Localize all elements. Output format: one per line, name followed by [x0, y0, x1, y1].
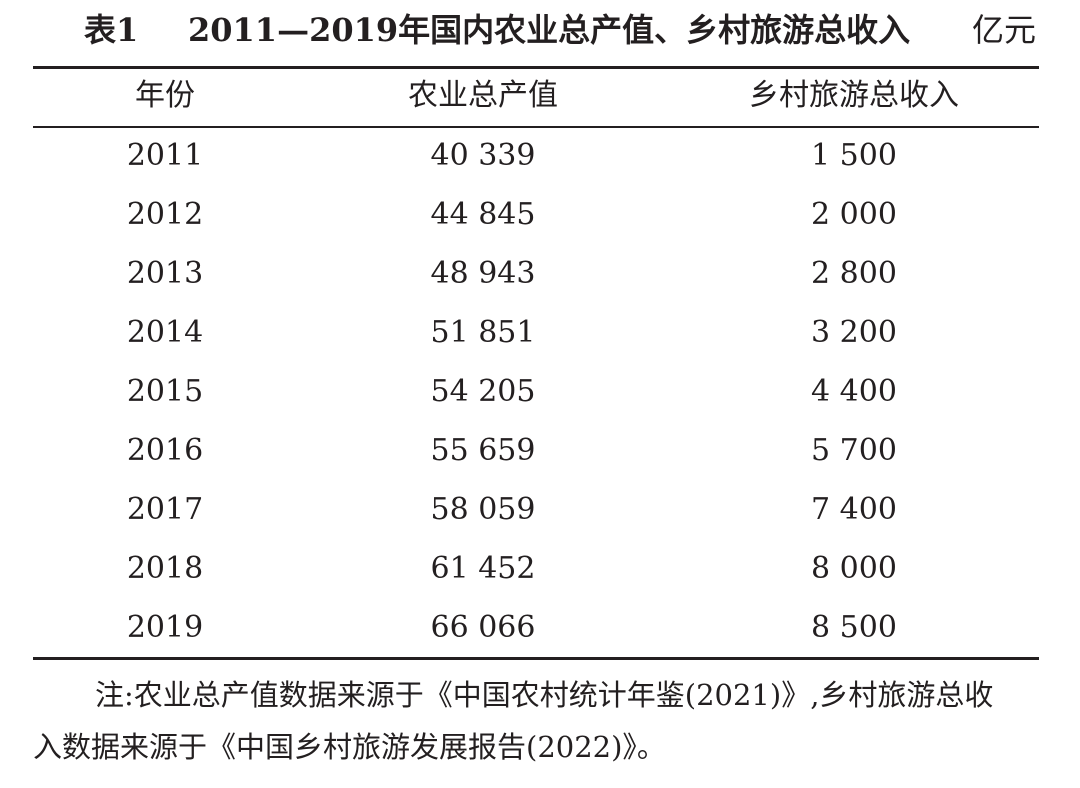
cell-tourism-income: 1 500	[811, 138, 897, 173]
cell-tourism-income: 2 000	[811, 197, 897, 232]
cell-year: 2019	[126, 610, 204, 645]
cell-agri-output: 51 851	[430, 315, 536, 350]
cell-year: 2013	[126, 256, 204, 291]
table-row: 2018 61 452 8 000	[33, 544, 1039, 594]
cell-year: 2012	[126, 197, 204, 232]
cell-year: 2017	[126, 492, 204, 527]
table-unit: 亿元	[971, 11, 1036, 49]
table-row: 2015 54 205 4 400	[33, 367, 1039, 417]
cell-year: 2018	[126, 551, 204, 586]
header-rule	[33, 126, 1039, 128]
table-row: 2012 44 845 2 000	[33, 190, 1039, 240]
table-row: 2013 48 943 2 800	[33, 249, 1039, 299]
table-row: 2011 40 339 1 500	[33, 131, 1039, 181]
cell-tourism-income: 3 200	[811, 315, 897, 350]
header-tourism-income: 乡村旅游总收入	[749, 78, 959, 113]
table-note-line-2: 入数据来源于《中国乡村旅游发展报告(2022)》。	[33, 730, 666, 764]
cell-tourism-income: 2 800	[811, 256, 897, 291]
cell-tourism-income: 4 400	[811, 374, 897, 409]
cell-tourism-income: 8 000	[811, 551, 897, 586]
table-header-row: 年份 农业总产值 乡村旅游总收入	[33, 71, 1039, 121]
cell-tourism-income: 8 500	[811, 610, 897, 645]
cell-agri-output: 58 059	[430, 492, 536, 527]
cell-agri-output: 61 452	[430, 551, 536, 586]
cell-year: 2014	[126, 315, 204, 350]
cell-agri-output: 44 845	[430, 197, 536, 232]
cell-tourism-income: 5 700	[811, 433, 897, 468]
table-note-line-1: 注:农业总产值数据来源于《中国农村统计年鉴(2021)》,乡村旅游总收	[95, 678, 994, 712]
cell-year: 2016	[126, 433, 204, 468]
cell-agri-output: 48 943	[430, 256, 536, 291]
table-number: 表1	[84, 11, 139, 49]
bottom-rule	[33, 657, 1039, 660]
table-row: 2017 58 059 7 400	[33, 485, 1039, 535]
cell-year: 2015	[126, 374, 204, 409]
cell-tourism-income: 7 400	[811, 492, 897, 527]
table-title-text: 2011—2019年国内农业总产值、乡村旅游总收入	[188, 11, 911, 49]
cell-year: 2011	[126, 138, 204, 173]
header-year: 年份	[135, 78, 195, 113]
table-row: 2016 55 659 5 700	[33, 426, 1039, 476]
table-row: 2014 51 851 3 200	[33, 308, 1039, 358]
cell-agri-output: 40 339	[430, 138, 536, 173]
top-rule	[33, 66, 1039, 69]
cell-agri-output: 54 205	[430, 374, 536, 409]
table-title: 表1 2011—2019年国内农业总产值、乡村旅游总收入 亿元	[0, 8, 1080, 52]
table-row: 2019 66 066 8 500	[33, 603, 1039, 653]
cell-agri-output: 66 066	[430, 610, 536, 645]
header-agri-output: 农业总产值	[408, 78, 558, 113]
cell-agri-output: 55 659	[430, 433, 536, 468]
